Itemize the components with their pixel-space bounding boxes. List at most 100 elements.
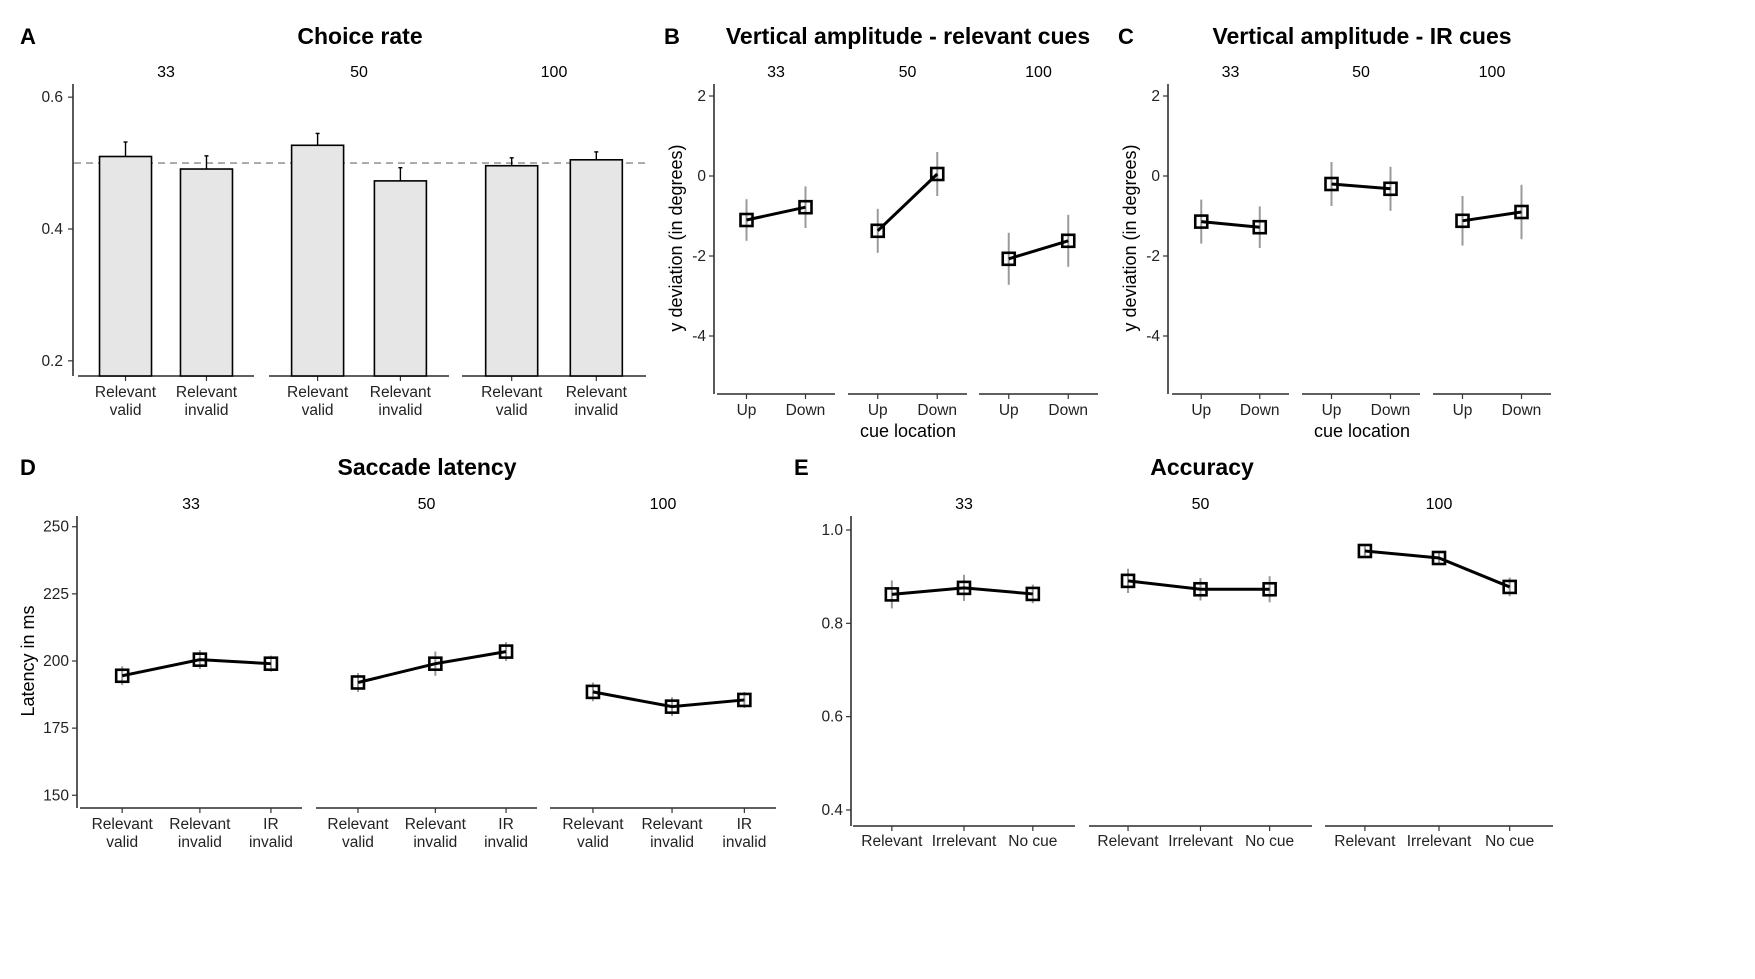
x-tick-label: Relevant valid bbox=[287, 384, 349, 419]
x-axis-title: cue location bbox=[1314, 421, 1410, 441]
y-tick-label: 250 bbox=[43, 519, 69, 536]
data-point bbox=[737, 692, 752, 708]
y-tick-label: 200 bbox=[43, 653, 69, 670]
panel-letter: B bbox=[664, 24, 680, 49]
series-line bbox=[1462, 210, 1522, 223]
y-tick-label: -2 bbox=[692, 248, 706, 265]
facet-100: 100 Relevant valid Relevant invalid IR invalid bbox=[550, 496, 776, 851]
data-point bbox=[192, 652, 208, 667]
facet-33: 33 Relevant valid Relevant invalid IR invalid bbox=[80, 496, 302, 851]
series-line bbox=[121, 658, 272, 678]
series-line bbox=[1127, 579, 1270, 591]
y-tick-label: 2 bbox=[697, 88, 706, 105]
x-tick-label: Irrelevant bbox=[932, 833, 997, 850]
data-point bbox=[263, 656, 279, 671]
data-point bbox=[428, 656, 443, 671]
x-tick-label: Up bbox=[999, 402, 1019, 419]
y-tick-label: -4 bbox=[692, 328, 706, 345]
facet-33: 33 Up Down bbox=[717, 64, 835, 419]
x-tick-label: Up bbox=[1453, 402, 1473, 419]
x-tick-label: Irrelevant bbox=[1407, 833, 1472, 850]
series-line bbox=[891, 586, 1033, 596]
x-tick-label: Down bbox=[1048, 402, 1088, 419]
y-tick-label: -4 bbox=[1146, 328, 1160, 345]
x-tick-label: Relevant invalid bbox=[370, 384, 432, 419]
data-point bbox=[1324, 176, 1339, 192]
x-tick-label: Relevant bbox=[1097, 833, 1159, 850]
data-point bbox=[1252, 219, 1268, 235]
y-tick-label: 0.4 bbox=[41, 221, 63, 238]
facet-label: 50 bbox=[418, 496, 436, 513]
x-tick-label: Down bbox=[917, 402, 957, 419]
panel-title: Vertical amplitude - relevant cues bbox=[726, 23, 1090, 49]
facet-label: 100 bbox=[1479, 64, 1506, 81]
series-line bbox=[1364, 549, 1511, 589]
data-point bbox=[1060, 233, 1076, 249]
data-point bbox=[929, 166, 945, 182]
series-line bbox=[1201, 220, 1260, 229]
x-tick-label: Up bbox=[737, 402, 757, 419]
data-point bbox=[1193, 214, 1209, 229]
facet-label: 100 bbox=[650, 496, 677, 513]
facet-label: 100 bbox=[1426, 496, 1453, 513]
x-tick-label: No cue bbox=[1485, 833, 1534, 850]
x-tick-label: Up bbox=[1191, 402, 1211, 419]
y-axis-title: y deviation (in degrees) bbox=[1120, 144, 1140, 331]
panel-d: D Saccade latency 150 175 200 225 250 Latency i… bbox=[18, 454, 776, 851]
data-point bbox=[1120, 573, 1136, 589]
y-tick-label: 0.6 bbox=[41, 89, 63, 106]
x-tick-label: Relevant valid bbox=[481, 384, 543, 419]
data-point bbox=[585, 684, 601, 700]
data-point bbox=[350, 675, 366, 690]
data-point bbox=[1357, 543, 1373, 559]
y-tick-label: 175 bbox=[43, 720, 69, 737]
facet-label: 50 bbox=[899, 64, 917, 81]
y-tick-label: 0.6 bbox=[821, 709, 843, 726]
x-tick-label: No cue bbox=[1008, 833, 1057, 850]
x-tick-label: IR invalid bbox=[484, 816, 528, 851]
facet-label: 33 bbox=[767, 64, 785, 81]
x-tick-label: Relevant invalid bbox=[405, 816, 467, 851]
facet-100: 100 Up Down bbox=[1433, 64, 1551, 419]
panel-title: Saccade latency bbox=[337, 454, 516, 480]
panel-letter: D bbox=[20, 455, 36, 480]
facet-label: 50 bbox=[1352, 64, 1370, 81]
x-tick-label: Relevant invalid bbox=[641, 816, 703, 851]
data-point bbox=[114, 668, 130, 684]
data-point bbox=[798, 199, 813, 215]
x-tick-label: Down bbox=[1502, 402, 1542, 419]
facet-label: 33 bbox=[955, 496, 973, 513]
panel-b: B Vertical amplitude - relevant cues -4 -2 0… bbox=[664, 23, 1098, 441]
facet-100: 100 Relevant valid Relevant invalid bbox=[462, 64, 646, 419]
y-tick-label: 1.0 bbox=[821, 522, 843, 539]
y-tick-label: 0.8 bbox=[821, 615, 843, 632]
x-tick-label: IR invalid bbox=[249, 816, 293, 851]
facet-50: 50 Up Down bbox=[848, 64, 967, 419]
panel-letter: E bbox=[794, 455, 809, 480]
panel-letter: A bbox=[20, 24, 36, 49]
x-tick-label: Relevant bbox=[861, 833, 923, 850]
series-line bbox=[357, 650, 507, 684]
data-point bbox=[1001, 251, 1017, 267]
y-tick-label: 0.2 bbox=[41, 353, 63, 370]
data-point bbox=[498, 644, 514, 659]
facet-label: 100 bbox=[541, 64, 568, 81]
facet-label: 100 bbox=[1025, 64, 1052, 81]
data-point bbox=[1383, 181, 1398, 197]
x-tick-label: Down bbox=[1240, 402, 1280, 419]
x-tick-label: Relevant valid bbox=[327, 816, 389, 851]
x-tick-label: Relevant valid bbox=[95, 384, 157, 419]
y-axis-title: Latency in ms bbox=[18, 605, 38, 716]
facet-33: 33 Relevant valid Relevant invalid bbox=[78, 64, 254, 419]
data-point bbox=[884, 587, 900, 602]
data-point bbox=[1193, 581, 1208, 597]
facet-50: 50 Relevant Irrelevant No cue bbox=[1089, 496, 1312, 850]
facet-label: 33 bbox=[1222, 64, 1240, 81]
x-tick-label: Down bbox=[1371, 402, 1411, 419]
data-point bbox=[870, 223, 886, 239]
facet-100: 100 Up Down bbox=[979, 64, 1098, 419]
series-line bbox=[1008, 239, 1069, 261]
data-point bbox=[1431, 550, 1447, 566]
data-point bbox=[1455, 213, 1470, 229]
y-tick-label: -2 bbox=[1146, 248, 1160, 265]
